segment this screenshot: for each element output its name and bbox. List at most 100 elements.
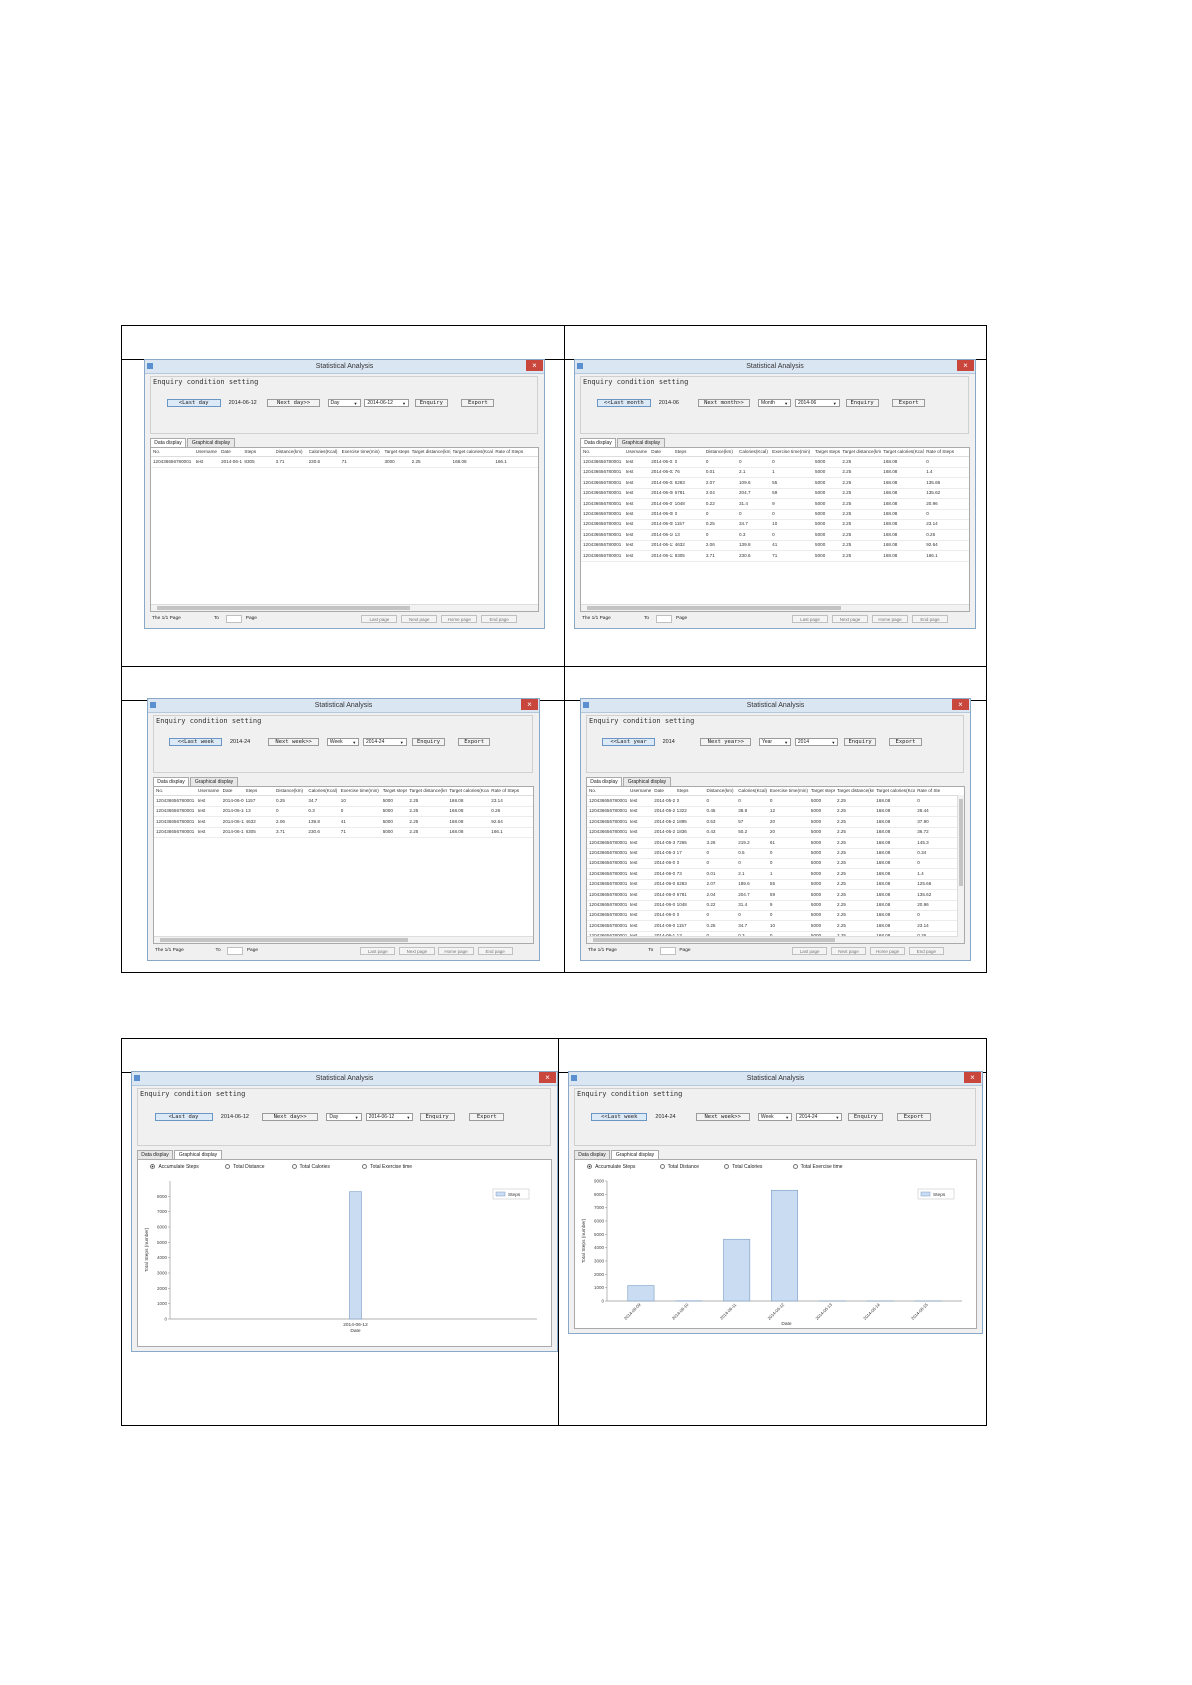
tab-graphical-display[interactable]: Graphical display xyxy=(174,1150,222,1159)
metric-radio[interactable]: Accumulate Steps xyxy=(150,1163,199,1171)
page-input[interactable] xyxy=(659,947,676,955)
metric-radio[interactable]: Accumulate Steps xyxy=(587,1163,635,1171)
home-page-button[interactable]: Home page xyxy=(438,947,474,955)
last-page-button[interactable]: Last page xyxy=(360,947,396,955)
period-select[interactable]: Month ▼ xyxy=(757,399,792,407)
previous-period-button[interactable]: <<Last week xyxy=(169,738,223,746)
end-page-button[interactable]: End page xyxy=(908,947,944,955)
date-select[interactable]: 2014-06-12 ▼ xyxy=(364,399,409,407)
tab-graphical-display[interactable]: Graphical display xyxy=(611,1150,659,1159)
tab-data-display[interactable]: Data display xyxy=(137,1150,173,1159)
metric-radio[interactable]: Total Distance xyxy=(659,1163,699,1171)
previous-period-button[interactable]: <Last day xyxy=(154,1113,213,1121)
enquiry-button[interactable]: Enquiry xyxy=(412,738,445,746)
enquiry-button[interactable]: Enquiry xyxy=(845,399,879,407)
metric-radio[interactable]: Total Exercise time xyxy=(792,1163,843,1171)
tab-data-display[interactable]: Data display xyxy=(153,777,189,786)
metric-radio[interactable]: Total Exercise time xyxy=(362,1163,412,1171)
horizontal-scrollbar[interactable] xyxy=(581,604,969,611)
table-row[interactable]: 120436656780001 test 2014-06-02 76 0.01 2.1 1 5… xyxy=(581,467,969,479)
close-button[interactable]: × xyxy=(521,699,538,710)
date-select[interactable]: 2014-06-12 ▼ xyxy=(365,1113,414,1121)
next-period-button[interactable]: Next day>> xyxy=(262,1113,319,1121)
tab-data-display[interactable]: Data display xyxy=(574,1150,610,1159)
tab-graphical-display[interactable]: Graphical display xyxy=(190,777,238,786)
next-page-button[interactable]: Next page xyxy=(401,615,438,623)
end-page-button[interactable]: End page xyxy=(477,947,513,955)
home-page-button[interactable]: Home page xyxy=(441,615,478,623)
export-button[interactable]: Export xyxy=(892,399,926,407)
next-period-button[interactable]: Next month>> xyxy=(697,399,751,407)
next-period-button[interactable]: Next week>> xyxy=(695,1113,750,1121)
tab-data-display[interactable]: Data display xyxy=(580,438,616,447)
enquiry-button[interactable]: Enquiry xyxy=(848,1113,883,1121)
period-select[interactable]: Week ▼ xyxy=(757,1113,793,1121)
date-select[interactable]: 2014-24 ▼ xyxy=(796,1113,843,1121)
scrollbar-thumb[interactable] xyxy=(587,606,841,610)
vertical-scrollbar[interactable] xyxy=(957,795,964,937)
table-row[interactable]: 120436656780001test2014-05-26000050002.2… xyxy=(587,796,964,807)
next-page-button[interactable]: Next page xyxy=(831,947,867,955)
end-page-button[interactable]: End page xyxy=(912,615,948,623)
date-select[interactable]: 2014-06 ▼ xyxy=(794,399,840,407)
table-row[interactable]: 120436656780001test2014-06-08000050002.2… xyxy=(587,910,964,922)
close-button[interactable]: × xyxy=(526,360,543,371)
tab-data-display[interactable]: Data display xyxy=(150,438,186,447)
close-button[interactable]: × xyxy=(539,1072,556,1083)
next-page-button[interactable]: Next page xyxy=(399,947,435,955)
previous-period-button[interactable]: <<Last month xyxy=(596,399,651,407)
period-select[interactable]: Year ▼ xyxy=(758,738,792,746)
table-row[interactable]: 120436656780001 test 2014-06-11 4632 2.06 139… xyxy=(581,540,969,552)
export-button[interactable]: Export xyxy=(896,1113,931,1121)
close-button[interactable]: × xyxy=(957,360,974,371)
scrollbar-thumb[interactable] xyxy=(593,938,836,942)
close-button[interactable]: × xyxy=(964,1072,981,1083)
tab-data-display[interactable]: Data display xyxy=(586,777,622,786)
page-input[interactable] xyxy=(656,615,672,623)
next-period-button[interactable]: Next year>> xyxy=(700,738,752,746)
date-select[interactable]: 2014 ▼ xyxy=(794,738,839,746)
last-page-button[interactable]: Last page xyxy=(792,615,828,623)
scrollbar-thumb[interactable] xyxy=(157,606,410,610)
horizontal-scrollbar[interactable] xyxy=(154,936,533,943)
metric-radio[interactable]: Total Calories xyxy=(291,1163,330,1171)
next-page-button[interactable]: Next page xyxy=(832,615,868,623)
last-page-button[interactable]: Last page xyxy=(361,615,398,623)
period-select[interactable]: Day ▼ xyxy=(327,399,361,407)
scrollbar-thumb[interactable] xyxy=(959,799,963,886)
date-select[interactable]: 2014-24 ▼ xyxy=(363,738,407,746)
page-input[interactable] xyxy=(227,947,244,955)
export-button[interactable]: Export xyxy=(461,399,495,407)
export-button[interactable]: Export xyxy=(469,1113,505,1121)
enquiry-button[interactable]: Enquiry xyxy=(419,1113,455,1121)
table-row[interactable]: 120436656780001 test 2014-06-03 6283 2.07 109… xyxy=(581,478,969,489)
previous-period-button[interactable]: <<Last year xyxy=(602,738,656,746)
home-page-button[interactable]: Home page xyxy=(872,615,908,623)
horizontal-scrollbar[interactable] xyxy=(587,936,964,943)
last-page-button[interactable]: Last page xyxy=(792,947,828,955)
table-row[interactable]: 120436656780001 test 2014-06-11 4632 2.06 139… xyxy=(154,817,533,828)
previous-period-button[interactable]: <<Last week xyxy=(591,1113,648,1121)
next-period-button[interactable]: Next day>> xyxy=(267,399,320,407)
enquiry-button[interactable]: Enquiry xyxy=(414,399,448,407)
next-period-button[interactable]: Next week>> xyxy=(268,738,320,746)
end-page-button[interactable]: End page xyxy=(481,615,518,623)
